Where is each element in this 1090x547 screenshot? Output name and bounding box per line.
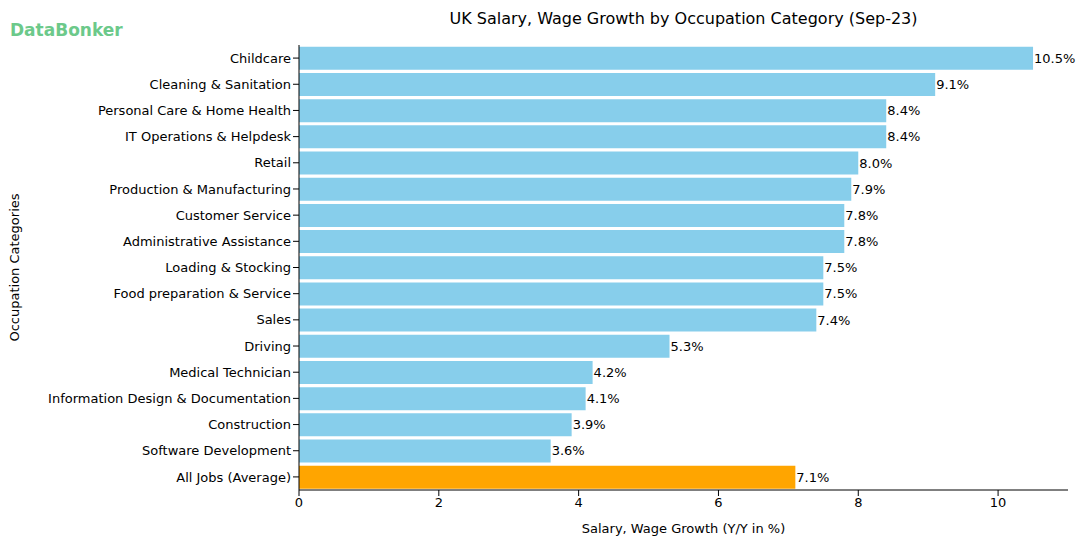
svg-text:IT Operations & Helpdesk: IT Operations & Helpdesk — [125, 129, 291, 144]
svg-text:Production & Manufacturing: Production & Manufacturing — [109, 182, 291, 197]
svg-text:4.2%: 4.2% — [594, 365, 627, 380]
svg-text:8.0%: 8.0% — [859, 156, 892, 171]
svg-text:10: 10 — [990, 495, 1007, 510]
svg-text:7.8%: 7.8% — [845, 208, 878, 223]
svg-text:0: 0 — [295, 495, 303, 510]
html-text:DataBonker: DataBonker — [10, 20, 123, 40]
svg-text:Administrative Assistance: Administrative Assistance — [123, 234, 291, 249]
svg-text:7.8%: 7.8% — [845, 234, 878, 249]
svg-text:7.4%: 7.4% — [817, 313, 850, 328]
svg-text:7.1%: 7.1% — [796, 470, 829, 485]
svg-text:Software Development: Software Development — [142, 443, 291, 458]
svg-text:8: 8 — [854, 495, 862, 510]
svg-text:6: 6 — [714, 495, 722, 510]
svg-text:3.6%: 3.6% — [552, 443, 585, 458]
svg-text:8.4%: 8.4% — [887, 129, 920, 144]
svg-text:5.3%: 5.3% — [671, 339, 704, 354]
svg-text:Food preparation & Service: Food preparation & Service — [114, 286, 292, 301]
svg-text:Retail: Retail — [254, 155, 291, 170]
svg-text:Customer Service: Customer Service — [176, 208, 291, 223]
svg-text:Salary, Wage Growth (Y/Y in %): Salary, Wage Growth (Y/Y in %) — [582, 521, 786, 536]
svg-text:7.5%: 7.5% — [824, 260, 857, 275]
svg-text:3.9%: 3.9% — [573, 417, 606, 432]
svg-text:Cleaning & Sanitation: Cleaning & Sanitation — [150, 77, 291, 92]
svg-text:4.1%: 4.1% — [587, 391, 620, 406]
svg-text:All Jobs (Average): All Jobs (Average) — [176, 470, 291, 485]
svg-text:Loading & Stocking: Loading & Stocking — [165, 260, 291, 275]
svg-text:7.5%: 7.5% — [824, 286, 857, 301]
svg-text:Construction: Construction — [208, 417, 291, 432]
svg-text:2: 2 — [435, 495, 443, 510]
svg-text:Sales: Sales — [256, 312, 291, 327]
svg-text:10.5%: 10.5% — [1034, 51, 1075, 66]
svg-text:9.1%: 9.1% — [936, 77, 969, 92]
svg-text:8.4%: 8.4% — [887, 103, 920, 118]
svg-text:7.9%: 7.9% — [852, 182, 885, 197]
svg-text:Occupation Categories: Occupation Categories — [8, 193, 22, 341]
svg-text:Personal Care & Home Health: Personal Care & Home Health — [98, 103, 291, 118]
html-text:UK Salary, Wage Growth by Occu: UK Salary, Wage Growth by Occupation Cat… — [449, 9, 918, 28]
svg-text:Information Design & Documenta: Information Design & Documentation — [48, 391, 291, 406]
svg-text:Childcare: Childcare — [230, 51, 291, 66]
svg-text:Driving: Driving — [244, 339, 291, 354]
svg-text:4: 4 — [574, 495, 582, 510]
svg-text:Medical Technician: Medical Technician — [169, 365, 291, 380]
